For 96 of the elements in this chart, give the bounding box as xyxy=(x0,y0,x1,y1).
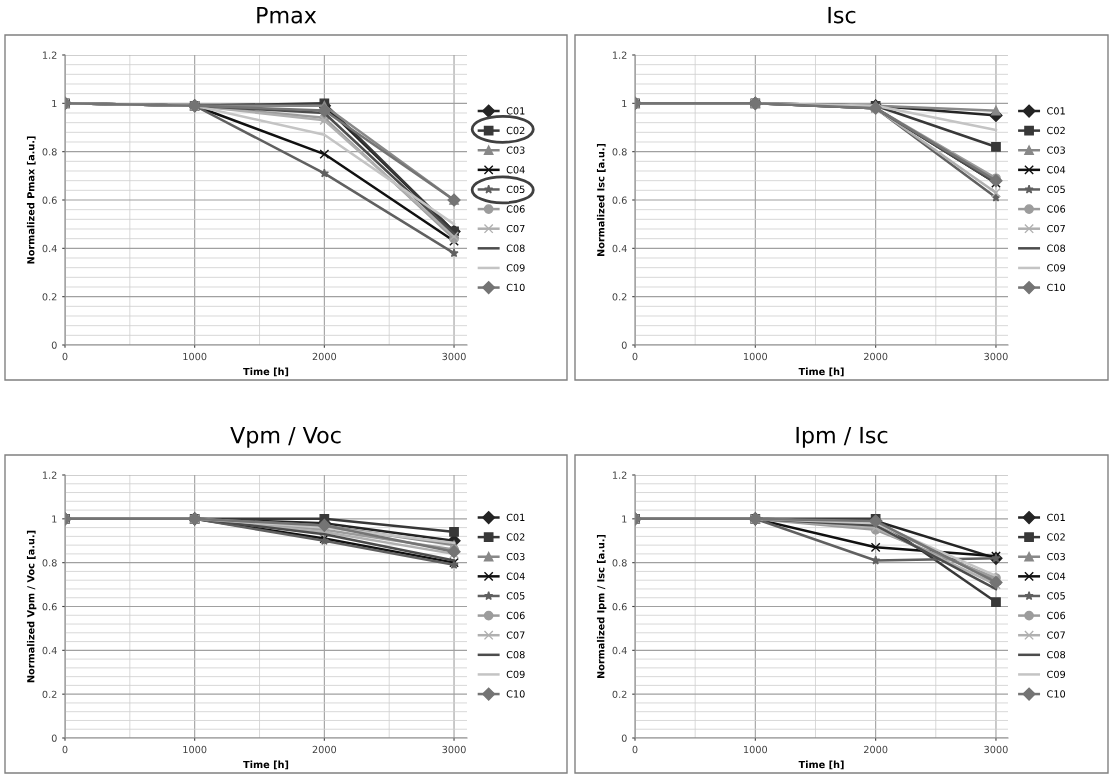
legend-label: C08 xyxy=(506,244,525,252)
x-axis-title: Time [h] xyxy=(798,367,844,377)
legend-label: C02 xyxy=(1047,533,1065,541)
y-axis-title: Normalized Isc [a.u.] xyxy=(596,143,606,257)
legend-label: C06 xyxy=(506,611,525,620)
legend-label: C06 xyxy=(1047,205,1066,213)
legend-label: C07 xyxy=(1047,224,1065,233)
y-tick-label: 0.4 xyxy=(612,646,627,655)
legend-label: C02 xyxy=(506,126,525,135)
x-tick-label: 1000 xyxy=(744,352,768,361)
chart-title: Isc xyxy=(828,6,856,24)
y-tick-label: 0.6 xyxy=(612,602,627,611)
y-tick-label: 0 xyxy=(621,341,627,349)
legend-label: C05 xyxy=(1047,592,1065,600)
legend-label: C08 xyxy=(1047,651,1066,659)
legend-label: C08 xyxy=(506,651,525,659)
x-tick-label: 3000 xyxy=(984,352,1008,361)
y-axis-title: Normalized Ipm / Isc [a.u.] xyxy=(596,534,607,679)
legend-label: C10 xyxy=(1047,283,1066,292)
y-tick-label: 1.2 xyxy=(612,471,627,479)
y-tick-label: 1 xyxy=(622,515,627,523)
y-tick-label: 1.2 xyxy=(42,471,57,479)
legend-label: C04 xyxy=(506,572,525,580)
legend-label: C07 xyxy=(506,224,525,233)
x-tick-label: 1000 xyxy=(183,352,207,361)
y-tick-label: 0 xyxy=(621,734,627,742)
legend-label: C10 xyxy=(506,690,525,698)
y-tick-label: 0.6 xyxy=(612,196,627,204)
y-tick-label: 0.8 xyxy=(612,148,627,156)
y-tick-label: 0.6 xyxy=(42,196,57,204)
y-tick-label: 1 xyxy=(52,515,57,523)
y-tick-label: 0.2 xyxy=(612,293,627,301)
legend-label: C08 xyxy=(1047,244,1066,252)
x-tick-label: 2000 xyxy=(312,352,337,361)
x-tick-label: 3000 xyxy=(984,745,1008,754)
x-axis-title: Time [h] xyxy=(243,367,289,377)
y-tick-label: 0.2 xyxy=(42,293,57,301)
y-tick-label: 0.4 xyxy=(612,244,627,253)
legend-label: C01 xyxy=(506,513,525,522)
x-tick-label: 2000 xyxy=(863,745,888,754)
legend-label: C01 xyxy=(1047,513,1065,522)
y-tick-label: 0.8 xyxy=(42,559,57,567)
y-axis-title: Normalized Vpm / Voc [a.u.] xyxy=(26,530,37,683)
x-axis-title: Time [h] xyxy=(243,760,289,770)
legend-label: C09 xyxy=(1047,670,1066,678)
x-tick-label: 0 xyxy=(62,745,68,754)
chart-title: Vpm / Voc xyxy=(230,426,341,448)
legend-label: C07 xyxy=(1047,631,1065,639)
x-tick-label: 2000 xyxy=(863,352,888,361)
legend-label: C03 xyxy=(1047,552,1065,561)
legend-label: C06 xyxy=(506,205,525,213)
y-tick-label: 0.2 xyxy=(612,690,627,698)
legend-label: C03 xyxy=(506,146,525,154)
legend-label: C09 xyxy=(506,670,525,678)
y-tick-label: 0.4 xyxy=(42,646,57,655)
legend-label: C10 xyxy=(506,283,525,292)
chart-title: Pmax xyxy=(257,6,317,24)
legend-label: C10 xyxy=(1047,690,1066,698)
legend-label: C04 xyxy=(1047,166,1066,174)
legend-label: C07 xyxy=(506,631,525,639)
y-tick-label: 0.6 xyxy=(42,602,57,611)
legend-label: C09 xyxy=(1047,264,1066,272)
x-tick-label: 3000 xyxy=(442,352,466,361)
x-tick-label: 0 xyxy=(62,352,68,361)
x-tick-label: 2000 xyxy=(312,745,337,754)
x-axis-title: Time [h] xyxy=(798,760,844,770)
x-tick-label: 1000 xyxy=(744,745,768,754)
legend-label: C05 xyxy=(1047,185,1065,194)
y-tick-label: 0.8 xyxy=(612,559,627,567)
legend-label: C01 xyxy=(506,107,525,115)
legend-label: C02 xyxy=(1047,126,1065,135)
chart-title: Ipm / Isc xyxy=(796,426,888,448)
y-tick-label: 0.4 xyxy=(42,244,57,253)
legend-label: C02 xyxy=(506,533,525,541)
x-tick-label: 1000 xyxy=(183,745,207,754)
y-tick-label: 0.8 xyxy=(42,148,57,156)
legend-label: C05 xyxy=(506,185,525,194)
x-tick-label: 0 xyxy=(632,352,638,361)
legend-label: C03 xyxy=(506,552,525,561)
y-tick-label: 1 xyxy=(52,99,57,108)
y-tick-label: 1.2 xyxy=(42,51,57,59)
legend-label: C05 xyxy=(506,592,525,600)
x-tick-label: 3000 xyxy=(442,745,466,754)
legend-label: C09 xyxy=(506,264,525,272)
y-tick-label: 1.2 xyxy=(612,51,627,59)
legend-label: C04 xyxy=(1047,572,1066,580)
y-axis-title: Normalized Pmax [a.u.] xyxy=(26,136,36,264)
y-tick-label: 0 xyxy=(51,341,57,349)
y-tick-label: 0 xyxy=(51,734,57,742)
legend-label: C01 xyxy=(1047,107,1065,115)
y-tick-label: 1 xyxy=(622,99,627,108)
y-tick-label: 0.2 xyxy=(42,690,57,698)
legend-label: C03 xyxy=(1047,146,1065,154)
legend-label: C04 xyxy=(506,166,525,174)
legend-label: C06 xyxy=(1047,611,1066,620)
x-tick-label: 0 xyxy=(632,745,638,754)
